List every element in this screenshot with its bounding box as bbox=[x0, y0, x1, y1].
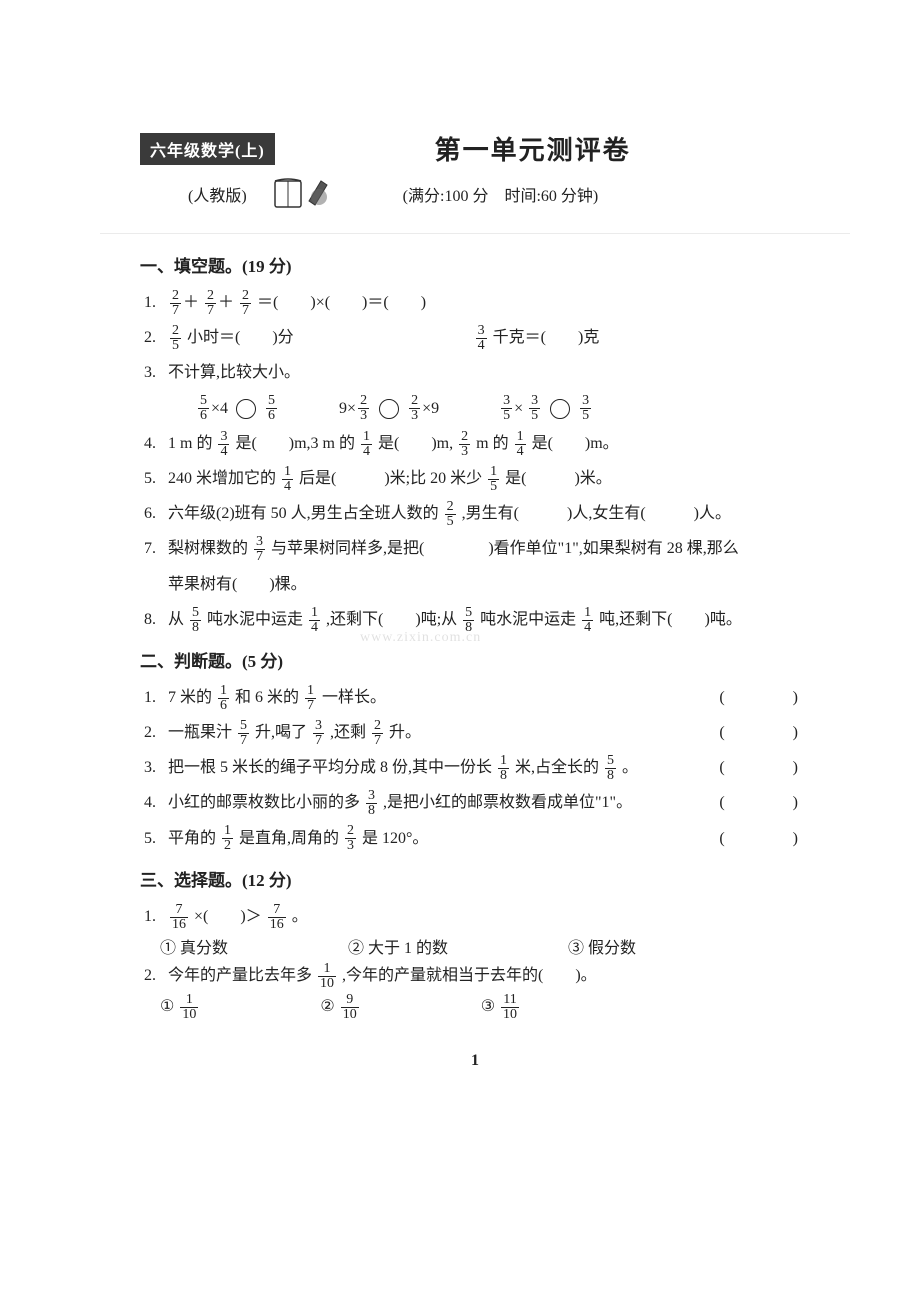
s2-q4: 4. 小红的邮票枚数比小丽的多 38 ,是把小红的邮票枚数看成单位"1"。 ( … bbox=[168, 785, 810, 820]
choice-3: ③ 假分数 bbox=[568, 934, 636, 958]
choice-1: ① 真分数 bbox=[160, 934, 228, 958]
exam-meta: (满分:100 分 时间:60 分钟) bbox=[403, 182, 599, 206]
page-title: 第一单元测评卷 bbox=[435, 130, 631, 167]
choice-2: ② 910 bbox=[320, 993, 360, 1022]
page-number: 1 bbox=[140, 1052, 810, 1070]
judge-blank: ( ) bbox=[719, 785, 810, 820]
s2-q5: 5. 平角的 12 是直角,周角的 23 是 120°。 ( ) bbox=[168, 821, 810, 856]
s3-q2: 2. 今年的产量比去年多 110 ,今年的产量就相当于去年的( )。 bbox=[168, 958, 810, 993]
judge-blank: ( ) bbox=[719, 821, 810, 856]
s1-q4: 4. 1 m 的 34 是( )m,3 m 的 14 是( )m, 23 m 的… bbox=[168, 426, 810, 461]
edition-label: (人教版) bbox=[188, 182, 247, 206]
section3-heading: 三、选择题。(12 分) bbox=[140, 866, 810, 891]
compare-circle bbox=[550, 399, 570, 419]
choice-1: ① 110 bbox=[160, 993, 200, 1022]
s2-q3: 3. 把一根 5 米长的绳子平均分成 8 份,其中一份长 18 米,占全长的 5… bbox=[168, 750, 810, 785]
s1-q8: 8. 从 58 吨水泥中运走 14 ,还剩下( )吨;从 58 吨水泥中运走 1… bbox=[168, 602, 810, 637]
s1-q2: 2. 25 小时＝( )分 34 千克＝( )克 bbox=[168, 320, 810, 355]
s1-q5: 5. 240 米增加它的 14 后是( )米;比 20 米少 15 是( )米。 bbox=[168, 461, 810, 496]
compare-circle bbox=[379, 399, 399, 419]
s1-q3: 3. 不计算,比较大小。 bbox=[168, 355, 810, 390]
section2-heading: 二、判断题。(5 分) bbox=[140, 647, 810, 672]
judge-blank: ( ) bbox=[719, 750, 810, 785]
s1-q1: 1. 27＋ 27＋ 27 ＝( )×( )＝( ) bbox=[168, 285, 810, 320]
choice-2: ② 大于 1 的数 bbox=[348, 934, 448, 958]
s2-q2: 2. 一瓶果汁 57 升,喝了 37 ,还剩 27 升。 ( ) bbox=[168, 715, 810, 750]
judge-blank: ( ) bbox=[719, 715, 810, 750]
s1-q7: 7. 梨树棵数的 37 与苹果树同样多,是把( )看作单位"1",如果梨树有 2… bbox=[168, 531, 810, 601]
s1-q3-items: 56×4 56 9×23 23×9 35× 35 35 bbox=[196, 391, 810, 426]
s2-q1: 1. 7 米的 16 和 6 米的 17 一样长。 ( ) bbox=[168, 680, 810, 715]
s1-q6: 6. 六年级(2)班有 50 人,男生占全班人数的 25 ,男生有( )人,女生… bbox=[168, 496, 810, 531]
s3-q1: 1. 716 ×( )＞ 716 。 bbox=[168, 899, 810, 934]
header-divider bbox=[100, 233, 850, 234]
grade-badge: 六年级数学(上) bbox=[140, 133, 275, 165]
section1-heading: 一、填空题。(19 分) bbox=[140, 252, 810, 277]
compare-circle bbox=[236, 399, 256, 419]
judge-blank: ( ) bbox=[719, 680, 810, 715]
book-pencil-icon bbox=[271, 175, 333, 213]
choice-3: ③ 1110 bbox=[481, 993, 521, 1022]
s3-q1-choices: ① 真分数 ② 大于 1 的数 ③ 假分数 bbox=[160, 934, 810, 958]
s3-q2-choices: ① 110 ② 910 ③ 1110 bbox=[160, 993, 810, 1022]
